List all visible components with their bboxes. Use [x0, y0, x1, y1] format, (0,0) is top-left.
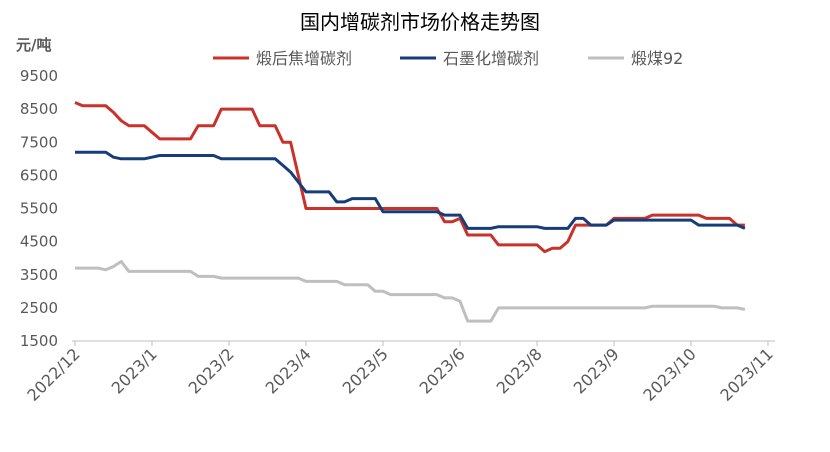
x-tick-label: 2023/1	[108, 344, 161, 397]
y-tick-label: 5500	[20, 200, 58, 218]
y-tick-label: 2500	[20, 299, 58, 317]
legend-label: 煅后焦增碳剂	[256, 49, 352, 68]
legend-label: 煅煤92	[631, 49, 683, 68]
y-axis-label: 元/吨	[16, 36, 51, 54]
y-tick-label: 1500	[20, 332, 58, 350]
x-tick-label: 2022/12	[23, 344, 83, 404]
x-tick-label: 2023/4	[262, 344, 315, 397]
x-tick-label: 2023/6	[416, 344, 469, 397]
series-line	[75, 260, 746, 323]
x-tick-label: 2023/11	[716, 344, 776, 404]
x-tick-label: 2023/9	[570, 344, 623, 397]
series-line	[74, 101, 745, 254]
y-tick-label: 7500	[20, 133, 58, 151]
y-tick-label: 6500	[20, 166, 58, 184]
chart-title: 国内增碳剂市场价格走势图	[300, 10, 540, 34]
x-tick-label: 2023/10	[639, 344, 699, 404]
y-tick-label: 3500	[20, 266, 58, 284]
x-tick-label: 2023/5	[339, 344, 392, 397]
y-tick-label: 8500	[20, 100, 58, 118]
y-tick-label: 9500	[20, 67, 58, 85]
y-tick-label: 4500	[20, 233, 58, 251]
x-tick-label: 2023/8	[493, 344, 546, 397]
x-tick-label: 2023/2	[185, 344, 238, 397]
series-line	[75, 150, 746, 230]
legend-label: 石墨化增碳剂	[443, 49, 539, 68]
